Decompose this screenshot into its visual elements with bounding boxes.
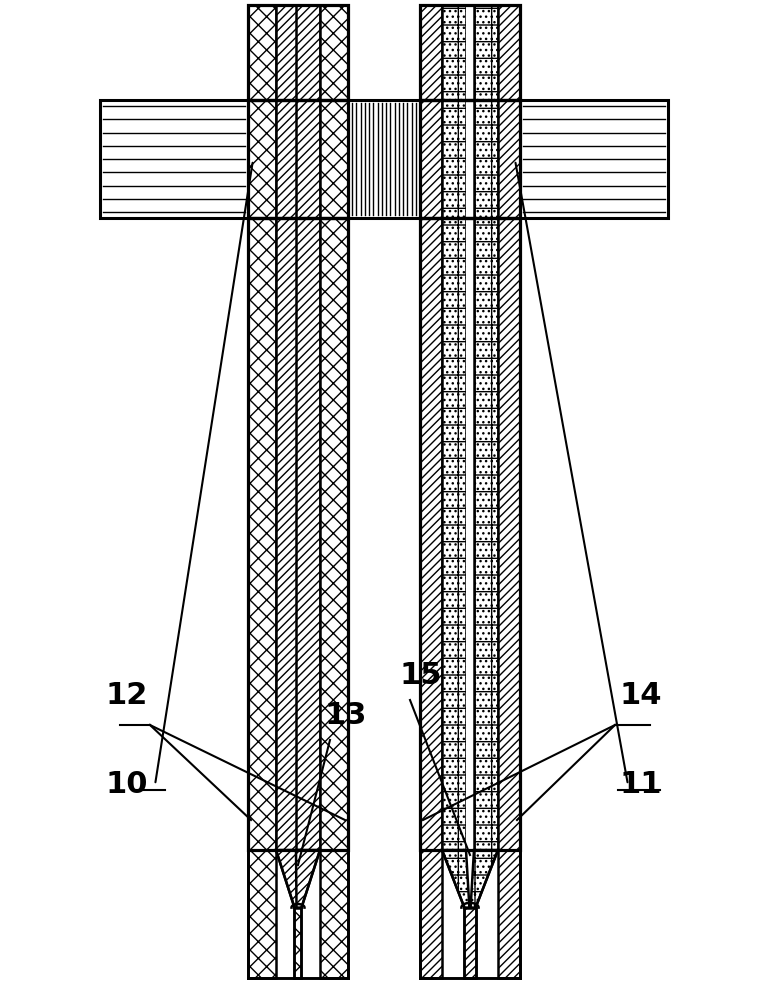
Bar xyxy=(520,100,668,218)
Polygon shape xyxy=(471,850,498,908)
Polygon shape xyxy=(442,850,469,908)
Bar xyxy=(474,5,498,100)
Text: 15: 15 xyxy=(400,661,443,690)
Polygon shape xyxy=(296,850,320,908)
Bar xyxy=(248,100,276,218)
Bar xyxy=(248,218,276,850)
Bar xyxy=(442,100,466,218)
Bar xyxy=(498,850,520,978)
Text: 12: 12 xyxy=(105,681,147,710)
Bar xyxy=(296,218,320,850)
Bar xyxy=(295,908,301,978)
Bar xyxy=(474,218,498,850)
Text: 11: 11 xyxy=(620,770,663,799)
Bar xyxy=(248,218,348,850)
Bar xyxy=(420,850,442,978)
Bar xyxy=(474,100,498,218)
Bar xyxy=(296,100,300,218)
Bar xyxy=(276,5,300,100)
Bar xyxy=(420,218,442,850)
Bar xyxy=(320,5,348,100)
Text: 13: 13 xyxy=(325,701,367,730)
Bar xyxy=(420,5,442,100)
Bar xyxy=(296,218,300,850)
Bar xyxy=(442,5,466,100)
Bar xyxy=(296,100,320,218)
Bar xyxy=(320,850,348,978)
Bar xyxy=(466,5,474,100)
Bar xyxy=(466,100,474,218)
Bar xyxy=(420,5,520,100)
Bar xyxy=(100,100,668,218)
Bar xyxy=(420,100,520,218)
Bar xyxy=(442,218,466,850)
Bar xyxy=(498,100,520,218)
Bar xyxy=(348,100,420,218)
Bar xyxy=(320,218,348,850)
Bar xyxy=(248,850,276,978)
Bar xyxy=(248,5,348,100)
Bar xyxy=(420,100,442,218)
Bar xyxy=(100,100,248,218)
Text: 14: 14 xyxy=(620,681,663,710)
Text: 10: 10 xyxy=(105,770,147,799)
Bar xyxy=(248,100,348,218)
Bar xyxy=(276,218,300,850)
Bar xyxy=(420,218,520,850)
Bar xyxy=(466,218,474,850)
Bar xyxy=(498,218,520,850)
Bar xyxy=(276,100,300,218)
Bar xyxy=(296,5,320,100)
Polygon shape xyxy=(276,850,300,908)
Bar xyxy=(464,908,476,978)
Bar xyxy=(498,5,520,100)
Bar xyxy=(296,5,300,100)
Bar xyxy=(320,100,348,218)
Bar xyxy=(248,5,276,100)
